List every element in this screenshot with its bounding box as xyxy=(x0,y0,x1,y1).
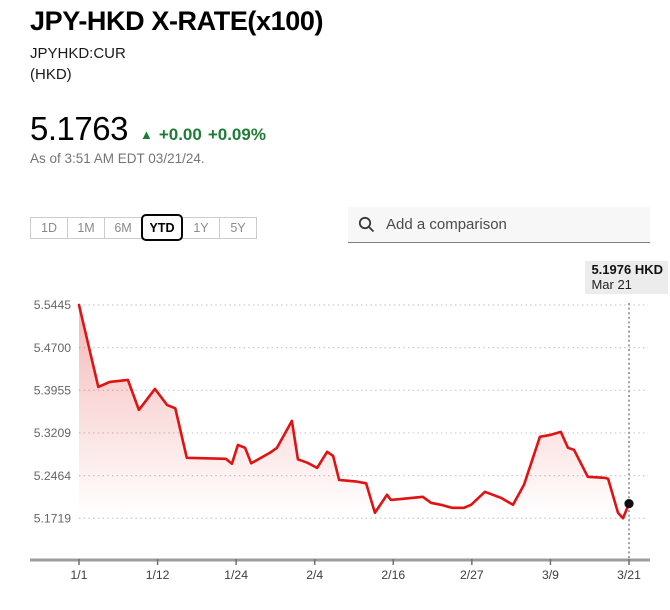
as-of-timestamp: As of 3:51 AM EDT 03/21/24. xyxy=(30,151,205,166)
x-axis-label: 3/9 xyxy=(542,568,559,582)
x-axis-label: 2/16 xyxy=(381,568,405,582)
x-axis-label: 3/21 xyxy=(617,568,641,582)
x-axis-label: 2/27 xyxy=(460,568,484,582)
y-axis-label: 5.2464 xyxy=(34,469,71,483)
y-axis-label: 5.5445 xyxy=(34,298,71,312)
change-value: +0.00 xyxy=(158,125,202,144)
y-axis-label: 5.4700 xyxy=(34,341,71,355)
chart-canvas: 5.5445 5.4700 5.3955 5.3209 5.2464 5.1719 1/1 1… xyxy=(30,298,650,582)
annotation-price: 5.1976 HKD xyxy=(591,262,663,277)
change-percent: +0.09% xyxy=(207,125,266,144)
page-title: JPY-HKD X-RATE(x100) xyxy=(30,6,324,36)
area-fill xyxy=(79,305,629,560)
range-tab-6m[interactable]: 6M xyxy=(104,216,142,239)
x-axis-label: 1/12 xyxy=(146,568,170,582)
y-axis-label: 5.1719 xyxy=(34,511,71,525)
annotation-date: Mar 21 xyxy=(591,277,632,292)
quote-row: 5.1763 ▲ +0.00 +0.09% xyxy=(30,110,266,148)
range-tab-1m[interactable]: 1M xyxy=(67,216,105,239)
y-axis-label: 5.3209 xyxy=(34,426,71,440)
range-tab-5y[interactable]: 5Y xyxy=(219,216,257,239)
x-axis-label: 1/24 xyxy=(224,568,248,582)
price-change: ▲ +0.00 +0.09% xyxy=(140,125,266,145)
range-tabs: 1D 1M 6M YTD 1Y 5Y xyxy=(30,214,257,241)
currency-unit: (HKD) xyxy=(30,66,72,83)
range-tab-1d[interactable]: 1D xyxy=(30,216,68,239)
end-point-dot xyxy=(624,498,634,509)
last-price: 5.1763 xyxy=(30,110,128,147)
ticker-symbol: JPYHKD:CUR xyxy=(30,45,126,62)
x-axis-label: 1/1 xyxy=(71,568,88,582)
x-axis-label: 2/4 xyxy=(306,568,323,582)
y-axis-label: 5.3955 xyxy=(34,384,71,398)
crosshair-annotation: 5.1976 HKD Mar 21 xyxy=(585,261,668,294)
comparison-search[interactable] xyxy=(348,207,650,243)
up-triangle-icon: ▲ xyxy=(139,127,153,142)
price-line xyxy=(77,303,631,520)
range-tab-ytd[interactable]: YTD xyxy=(141,214,183,241)
range-tab-1y[interactable]: 1Y xyxy=(182,216,220,239)
search-icon xyxy=(358,216,375,233)
comparison-search-input[interactable] xyxy=(384,215,650,234)
price-chart[interactable]: 5.5445 5.4700 5.3955 5.3209 5.2464 5.1719 1/1 1… xyxy=(0,258,670,610)
